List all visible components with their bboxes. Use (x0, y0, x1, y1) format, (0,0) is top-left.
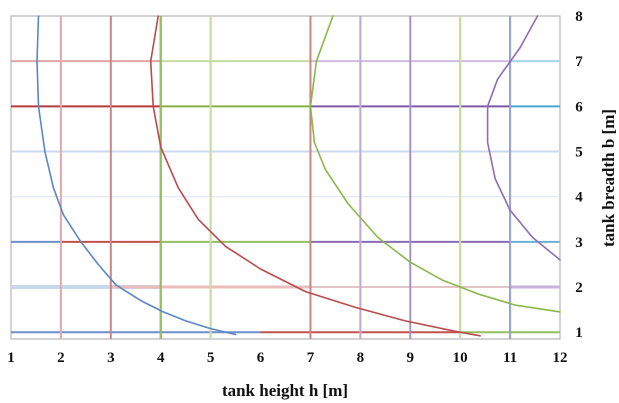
x-tick-label: 4 (157, 350, 165, 366)
x-tick-label: 6 (257, 350, 265, 366)
x-tick-label: 12 (553, 350, 568, 366)
y-tick-label: 5 (575, 145, 583, 161)
x-tick-label: 11 (503, 350, 517, 366)
series-layer (36, 15, 561, 337)
x-tick-label: 7 (307, 350, 315, 366)
x-tick-label: 2 (57, 350, 65, 366)
y-tick-label: 4 (575, 190, 583, 206)
y-tick-label: 1 (575, 325, 583, 341)
plot-frame (10, 15, 561, 340)
x-tick-label: 5 (207, 350, 215, 366)
grid-layer (11, 16, 560, 339)
x-axis-title: tank height h [m] (222, 381, 348, 400)
x-tick-label: 9 (407, 350, 415, 366)
y-tick-label: 7 (575, 54, 583, 70)
y-axis-title: tank breadth b [m] (599, 109, 618, 247)
series-line-4 (486, 15, 561, 261)
series-line-3 (309, 15, 561, 313)
x-tick-label: 10 (453, 350, 468, 366)
y-tick-label: 2 (575, 280, 583, 296)
x-tick-label: 8 (357, 350, 365, 366)
x-tick-label: 3 (107, 350, 115, 366)
y-tick-label: 8 (575, 9, 583, 25)
series-line-1 (36, 15, 237, 336)
series-line-2 (149, 15, 481, 337)
x-tick-label: 1 (7, 350, 15, 366)
y-tick-label: 3 (575, 235, 583, 251)
y-tick-label: 6 (575, 99, 583, 115)
